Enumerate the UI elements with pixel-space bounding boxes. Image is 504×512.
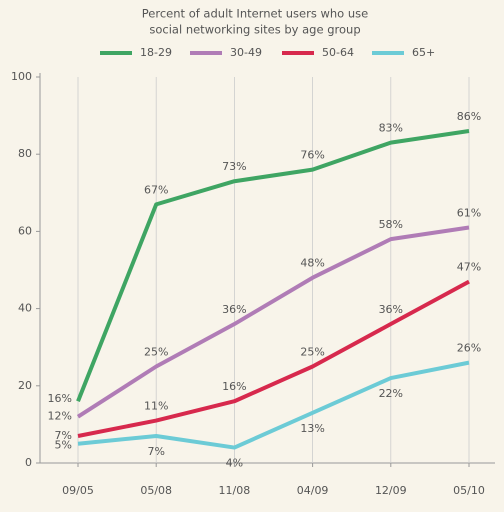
data-label: 5% (55, 439, 72, 452)
data-label: 86% (457, 110, 481, 123)
data-label: 67% (144, 183, 168, 196)
series-line (76, 225, 470, 419)
data-label: 26% (457, 342, 481, 355)
y-tick-label: 20 (18, 379, 32, 392)
data-label: 11% (144, 400, 168, 413)
data-label: 73% (222, 160, 246, 173)
y-tick-label: 60 (18, 224, 32, 237)
legend-label: 50-64 (322, 46, 354, 59)
series-line (77, 279, 470, 438)
chart-subtitle: social networking sites by age group (149, 23, 360, 37)
y-tick-label: 80 (18, 147, 32, 160)
x-tick-label: 09/05 (62, 484, 94, 497)
data-label: 83% (379, 122, 403, 135)
data-label: 4% (226, 457, 243, 470)
series-line (77, 360, 470, 450)
x-tick-label: 05/10 (453, 484, 485, 497)
legend-label: 30-49 (230, 46, 262, 59)
y-tick-label: 0 (25, 456, 32, 469)
legend-label: 65+ (412, 46, 435, 59)
data-label: 36% (222, 303, 246, 316)
data-label: 16% (48, 392, 72, 405)
data-label: 47% (457, 261, 481, 274)
data-label: 22% (379, 387, 403, 400)
data-label: 36% (379, 303, 403, 316)
x-tick-label: 05/08 (140, 484, 172, 497)
data-label: 25% (144, 346, 168, 359)
data-label: 25% (300, 346, 324, 359)
data-label: 7% (147, 445, 164, 458)
x-tick-label: 12/09 (375, 484, 407, 497)
data-label: 13% (300, 422, 324, 435)
data-label: 12% (48, 410, 72, 423)
y-tick-label: 40 (18, 302, 32, 315)
data-label: 7% (55, 429, 72, 442)
data-label: 48% (300, 257, 324, 270)
data-label: 16% (222, 380, 246, 393)
series-line (76, 129, 470, 402)
data-label: 58% (379, 218, 403, 231)
data-label: 61% (457, 207, 481, 220)
x-tick-label: 11/08 (219, 484, 251, 497)
data-label: 76% (300, 149, 324, 162)
legend-label: 18-29 (140, 46, 172, 59)
chart-title: Percent of adult Internet users who use (142, 7, 368, 21)
y-tick-label: 100 (11, 70, 32, 83)
x-tick-label: 04/09 (297, 484, 329, 497)
